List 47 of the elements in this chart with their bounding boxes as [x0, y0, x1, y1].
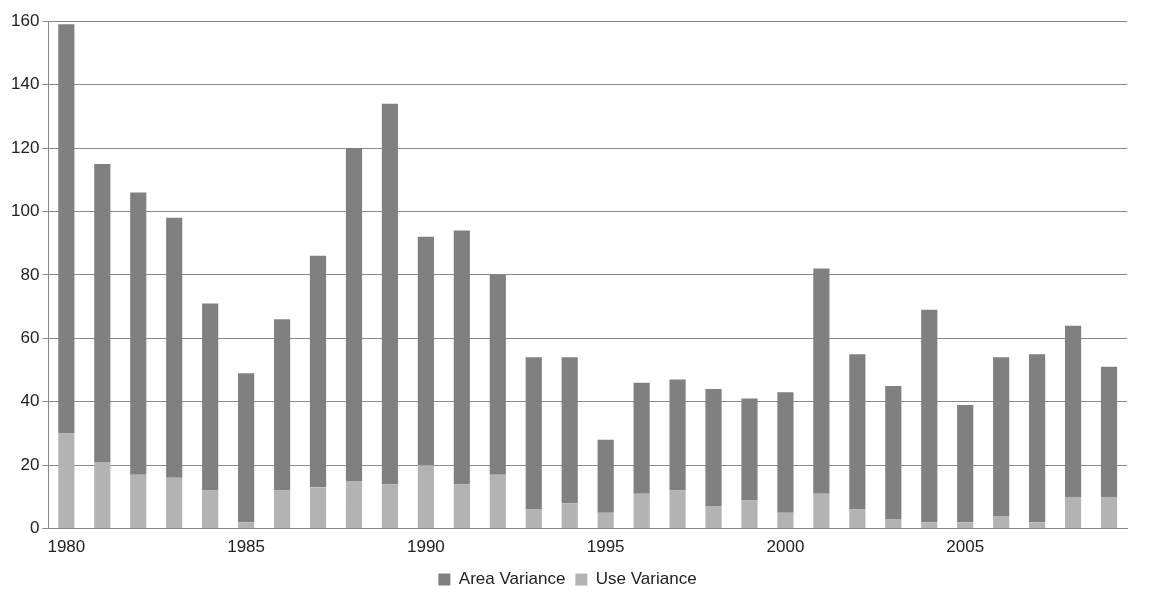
legend-label: Area Variance [458, 569, 566, 589]
x-tick-label: 1985 [227, 537, 266, 557]
y-tick-label: 0 [29, 518, 40, 538]
y-tick-label: 60 [20, 328, 40, 348]
y-tick-label: 80 [20, 264, 40, 284]
bar [993, 515, 1010, 529]
bar [453, 484, 470, 529]
bar [309, 487, 327, 529]
bar [1100, 496, 1118, 529]
y-tick-label: 160 [10, 10, 40, 30]
bar [561, 503, 578, 529]
legend-label: Use Variance [595, 569, 697, 589]
bar [381, 484, 399, 529]
bar [273, 490, 291, 529]
bar [741, 500, 758, 529]
x-tick-label: 2000 [766, 537, 805, 557]
bar [1064, 496, 1082, 529]
bar [130, 474, 147, 529]
bar [202, 490, 219, 529]
bar [489, 474, 506, 529]
y-tick-label: 120 [10, 137, 40, 157]
bar [345, 481, 363, 529]
y-tick-label: 20 [20, 454, 40, 474]
bar [777, 512, 794, 529]
bar [1029, 522, 1046, 529]
bar [921, 522, 938, 529]
bar [597, 512, 614, 529]
bar [813, 493, 830, 529]
bar [238, 522, 255, 529]
bar [885, 519, 902, 529]
x-tick-label: 1990 [406, 537, 445, 557]
y-tick-label: 140 [10, 74, 40, 94]
x-tick-label: 1995 [586, 537, 625, 557]
bar [417, 465, 434, 529]
bar [525, 509, 542, 529]
bar [849, 509, 866, 529]
bar [957, 522, 974, 529]
y-tick-label: 100 [10, 201, 40, 221]
bar [58, 433, 75, 529]
bar [669, 490, 686, 529]
x-tick-label: 2005 [946, 537, 985, 557]
bar [705, 506, 722, 529]
y-tick-label: 40 [20, 391, 40, 411]
bar [166, 477, 183, 529]
x-tick-label: 1980 [47, 537, 86, 557]
bar [633, 493, 650, 529]
bar [94, 462, 111, 529]
